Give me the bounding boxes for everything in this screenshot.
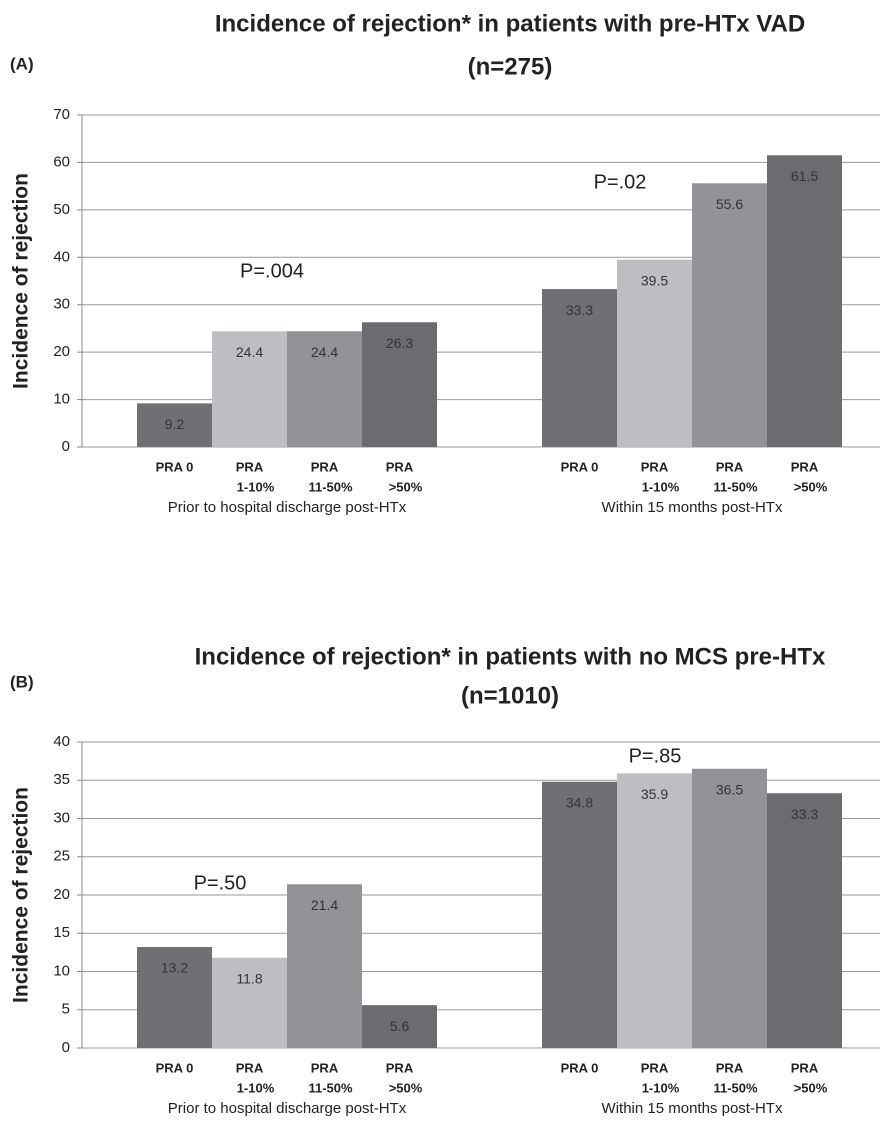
bar xyxy=(542,289,617,447)
bar xyxy=(212,957,287,1048)
bar xyxy=(287,884,362,1048)
panel-label: (B) xyxy=(10,672,34,691)
bar-label: >50% xyxy=(794,1080,828,1095)
chart-subtitle: (n=1010) xyxy=(461,682,559,709)
value-label: 26.3 xyxy=(386,335,413,351)
bar-label: 1-10% xyxy=(642,1080,680,1095)
annotation: P=.02 xyxy=(594,171,647,193)
annotation: P=.85 xyxy=(629,745,682,767)
y-tick-label: 35 xyxy=(53,771,70,788)
y-tick-label: 20 xyxy=(53,886,70,903)
bar-label: 11-50% xyxy=(713,1080,758,1095)
bar-label: 11-50% xyxy=(713,479,758,494)
bar-label: PRA xyxy=(791,459,819,474)
bar xyxy=(287,331,362,447)
bar-label: PRA xyxy=(311,459,339,474)
bar xyxy=(692,768,767,1048)
value-label: 11.8 xyxy=(236,970,262,986)
y-tick-label: 40 xyxy=(53,248,70,265)
y-tick-label: 50 xyxy=(53,201,70,218)
y-axis-label: Incidence of rejection xyxy=(10,787,33,1003)
y-tick-label: 0 xyxy=(62,438,70,455)
y-tick-label: 30 xyxy=(53,809,70,826)
annotation: P=.004 xyxy=(240,260,304,282)
bar xyxy=(767,793,842,1048)
bar xyxy=(692,183,767,447)
value-label: 24.4 xyxy=(236,344,263,360)
value-label: 24.4 xyxy=(311,344,338,360)
bar-label: 11-50% xyxy=(308,1080,353,1095)
panel-label: (A) xyxy=(10,54,34,73)
value-label: 35.9 xyxy=(641,786,668,802)
bar xyxy=(212,331,287,447)
chart-subtitle: (n=275) xyxy=(468,53,553,80)
bar-label: PRA xyxy=(236,459,264,474)
value-label: 55.6 xyxy=(716,196,743,212)
bar xyxy=(617,773,692,1048)
bar-label: PRA xyxy=(716,1060,744,1075)
y-tick-label: 15 xyxy=(53,924,70,941)
bar-label: 11-50% xyxy=(308,479,353,494)
bar-label: >50% xyxy=(389,1080,423,1095)
group-label: Prior to hospital discharge post-HTx xyxy=(168,499,407,516)
bar-label: PRA xyxy=(641,1060,669,1075)
y-tick-label: 20 xyxy=(53,343,70,360)
y-tick-label: 70 xyxy=(53,106,70,123)
bar-label: PRA xyxy=(716,459,744,474)
bar xyxy=(362,322,437,447)
chart-title: Incidence of rejection* in patients with… xyxy=(215,10,805,37)
value-label: 61.5 xyxy=(791,168,818,184)
value-label: 39.5 xyxy=(641,272,668,288)
bar xyxy=(137,403,212,447)
value-label: 34.8 xyxy=(566,794,593,810)
y-tick-label: 0 xyxy=(62,1039,70,1056)
y-tick-label: 25 xyxy=(53,848,70,865)
bar xyxy=(617,259,692,447)
annotation: P=.50 xyxy=(194,872,247,894)
bar-label: 1-10% xyxy=(237,479,275,494)
bar-label: PRA 0 xyxy=(156,1060,194,1075)
bar-label: PRA 0 xyxy=(561,459,599,474)
bar-label: PRA xyxy=(791,1060,819,1075)
value-label: 33.3 xyxy=(566,302,593,318)
value-label: 5.6 xyxy=(390,1018,410,1034)
value-label: 33.3 xyxy=(791,806,818,822)
bar xyxy=(362,1005,437,1048)
bar-label: >50% xyxy=(794,479,828,494)
group-label: Prior to hospital discharge post-HTx xyxy=(168,1100,407,1117)
y-tick-label: 40 xyxy=(53,733,70,750)
value-label: 9.2 xyxy=(165,416,185,432)
bar-label: PRA xyxy=(386,1060,414,1075)
y-tick-label: 10 xyxy=(53,391,70,408)
bar-label: 1-10% xyxy=(642,479,680,494)
y-axis-label: Incidence of rejection xyxy=(10,173,33,389)
group-label: Within 15 months post-HTx xyxy=(602,1100,783,1117)
bar xyxy=(767,155,842,448)
y-tick-label: 10 xyxy=(53,962,70,979)
bar-label: PRA xyxy=(311,1060,339,1075)
y-tick-label: 60 xyxy=(53,153,70,170)
value-label: 21.4 xyxy=(311,897,338,913)
value-label: 13.2 xyxy=(161,960,188,976)
value-label: 36.5 xyxy=(716,781,743,797)
bar-label: PRA 0 xyxy=(156,459,194,474)
bar-label: PRA xyxy=(236,1060,264,1075)
bar-label: PRA xyxy=(386,459,414,474)
y-tick-label: 30 xyxy=(53,296,70,313)
chart-title: Incidence of rejection* in patients with… xyxy=(195,643,826,670)
bar xyxy=(542,781,617,1048)
group-label: Within 15 months post-HTx xyxy=(602,499,783,516)
bar-label: PRA 0 xyxy=(561,1060,599,1075)
bar-label: >50% xyxy=(389,479,423,494)
bar xyxy=(137,947,212,1048)
bar-label: 1-10% xyxy=(237,1080,275,1095)
y-tick-label: 5 xyxy=(62,1001,70,1018)
bar-label: PRA xyxy=(641,459,669,474)
